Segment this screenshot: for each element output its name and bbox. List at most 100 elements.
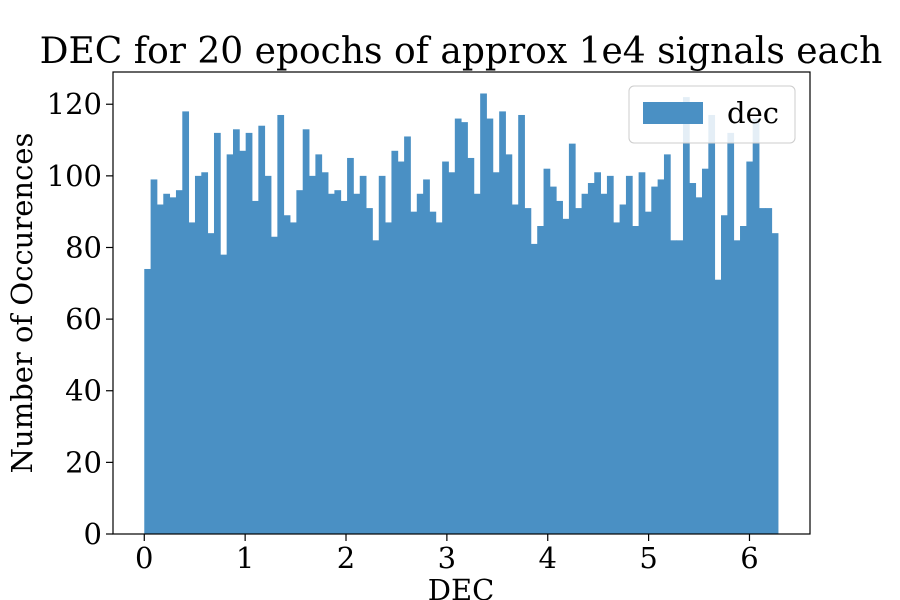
histogram-bar (175, 190, 183, 535)
histogram-bar (163, 193, 171, 534)
legend-box (628, 85, 796, 144)
histogram-bar (213, 132, 221, 534)
histogram-bar (632, 226, 640, 534)
histogram-bar (505, 154, 513, 535)
histogram-bar (689, 183, 697, 534)
histogram-bar (549, 186, 557, 534)
histogram-bar (194, 175, 202, 534)
legend-swatch (643, 102, 703, 124)
y-axis-ticks: 0 20 40 60 80 100 120 (47, 87, 113, 551)
histogram-bar (676, 240, 684, 535)
histogram-bar (651, 186, 659, 534)
histogram-bar (581, 193, 589, 534)
histogram-bar (765, 208, 773, 534)
histogram-bar (568, 143, 576, 534)
plot-frame (112, 71, 811, 535)
histogram-bar (752, 118, 760, 534)
histogram-bar (759, 208, 766, 534)
histogram-bar (606, 175, 614, 534)
x-tick-label: 4 (539, 541, 557, 575)
histogram-bar (156, 204, 164, 534)
histogram-bar (302, 129, 310, 535)
histogram-bar (530, 243, 538, 534)
histogram-bar (657, 179, 665, 534)
legend: dec (628, 85, 796, 144)
histogram-bar (245, 132, 253, 534)
histogram-bar (575, 208, 582, 534)
x-axis-label: DEC (428, 573, 495, 600)
y-tick-label: 80 (65, 230, 102, 264)
histogram-bar (397, 161, 405, 534)
histogram-bar (511, 204, 519, 534)
histogram-bar (290, 222, 297, 534)
histogram-bar (378, 175, 386, 534)
histogram-bar (309, 175, 316, 534)
histogram-bar (385, 222, 392, 534)
histogram-bar (283, 215, 291, 535)
histogram-bar (537, 226, 544, 534)
histogram-bar (144, 268, 152, 534)
histogram-bar (733, 240, 741, 535)
histogram-bar (150, 179, 158, 534)
histogram-bar (448, 172, 456, 535)
histogram-bar (714, 279, 722, 534)
histogram-bar (201, 172, 209, 535)
histogram-bar (613, 222, 621, 534)
histogram-bar (410, 211, 418, 534)
x-tick-label: 2 (337, 541, 355, 575)
histogram-bar (353, 193, 361, 534)
y-tick-label: 40 (65, 374, 102, 408)
histogram-bar (359, 175, 367, 534)
histogram-bar (252, 200, 259, 534)
histogram-bar (226, 154, 234, 535)
histogram-bar (277, 114, 285, 534)
y-tick-label: 100 (47, 159, 102, 193)
histogram-bar (556, 200, 563, 534)
histogram-bar (587, 183, 595, 534)
histogram-bar (625, 175, 633, 534)
histogram-bar (391, 150, 399, 534)
histogram-bar (328, 193, 335, 534)
histogram-bar (347, 157, 354, 534)
histogram-bar (232, 129, 240, 535)
histogram-bar (340, 200, 348, 534)
histogram-bar (486, 118, 494, 534)
histogram-bar (701, 168, 709, 534)
histogram-bar (473, 193, 481, 534)
histogram-bar (296, 190, 304, 535)
histogram-bar (771, 233, 779, 535)
histogram-bar (258, 125, 266, 534)
histogram-bar (638, 172, 646, 535)
histogram-bar (708, 114, 716, 534)
histogram-bar (600, 193, 608, 534)
histogram-bar (423, 179, 430, 534)
x-tick-label: 1 (236, 541, 254, 575)
histogram-bar (435, 222, 443, 534)
histogram-bar (207, 233, 215, 535)
histogram-bar (454, 118, 462, 534)
histogram-bar (543, 168, 551, 534)
histogram-bar (467, 157, 475, 534)
histogram-bar (594, 172, 601, 535)
histogram-bar (334, 190, 342, 535)
histogram-bar (366, 208, 373, 534)
y-tick-label: 0 (84, 517, 102, 551)
histogram-bar (518, 114, 525, 534)
histogram-bar (404, 136, 411, 534)
x-tick-label: 5 (639, 541, 657, 575)
x-tick-label: 0 (135, 541, 153, 575)
y-axis-label: Number of Occurences (5, 133, 39, 474)
histogram-bar (188, 222, 196, 534)
histogram-bar (372, 240, 380, 535)
histogram-bar (442, 161, 449, 534)
histogram-bar (461, 122, 468, 535)
histogram-bar (740, 226, 747, 534)
histogram-bar (499, 111, 506, 534)
histogram-bars (144, 93, 779, 535)
y-tick-label: 60 (65, 302, 102, 336)
histogram-bar (663, 154, 671, 535)
histogram-bar (492, 172, 500, 535)
x-tick-label: 6 (740, 541, 758, 575)
y-tick-label: 120 (47, 87, 102, 121)
